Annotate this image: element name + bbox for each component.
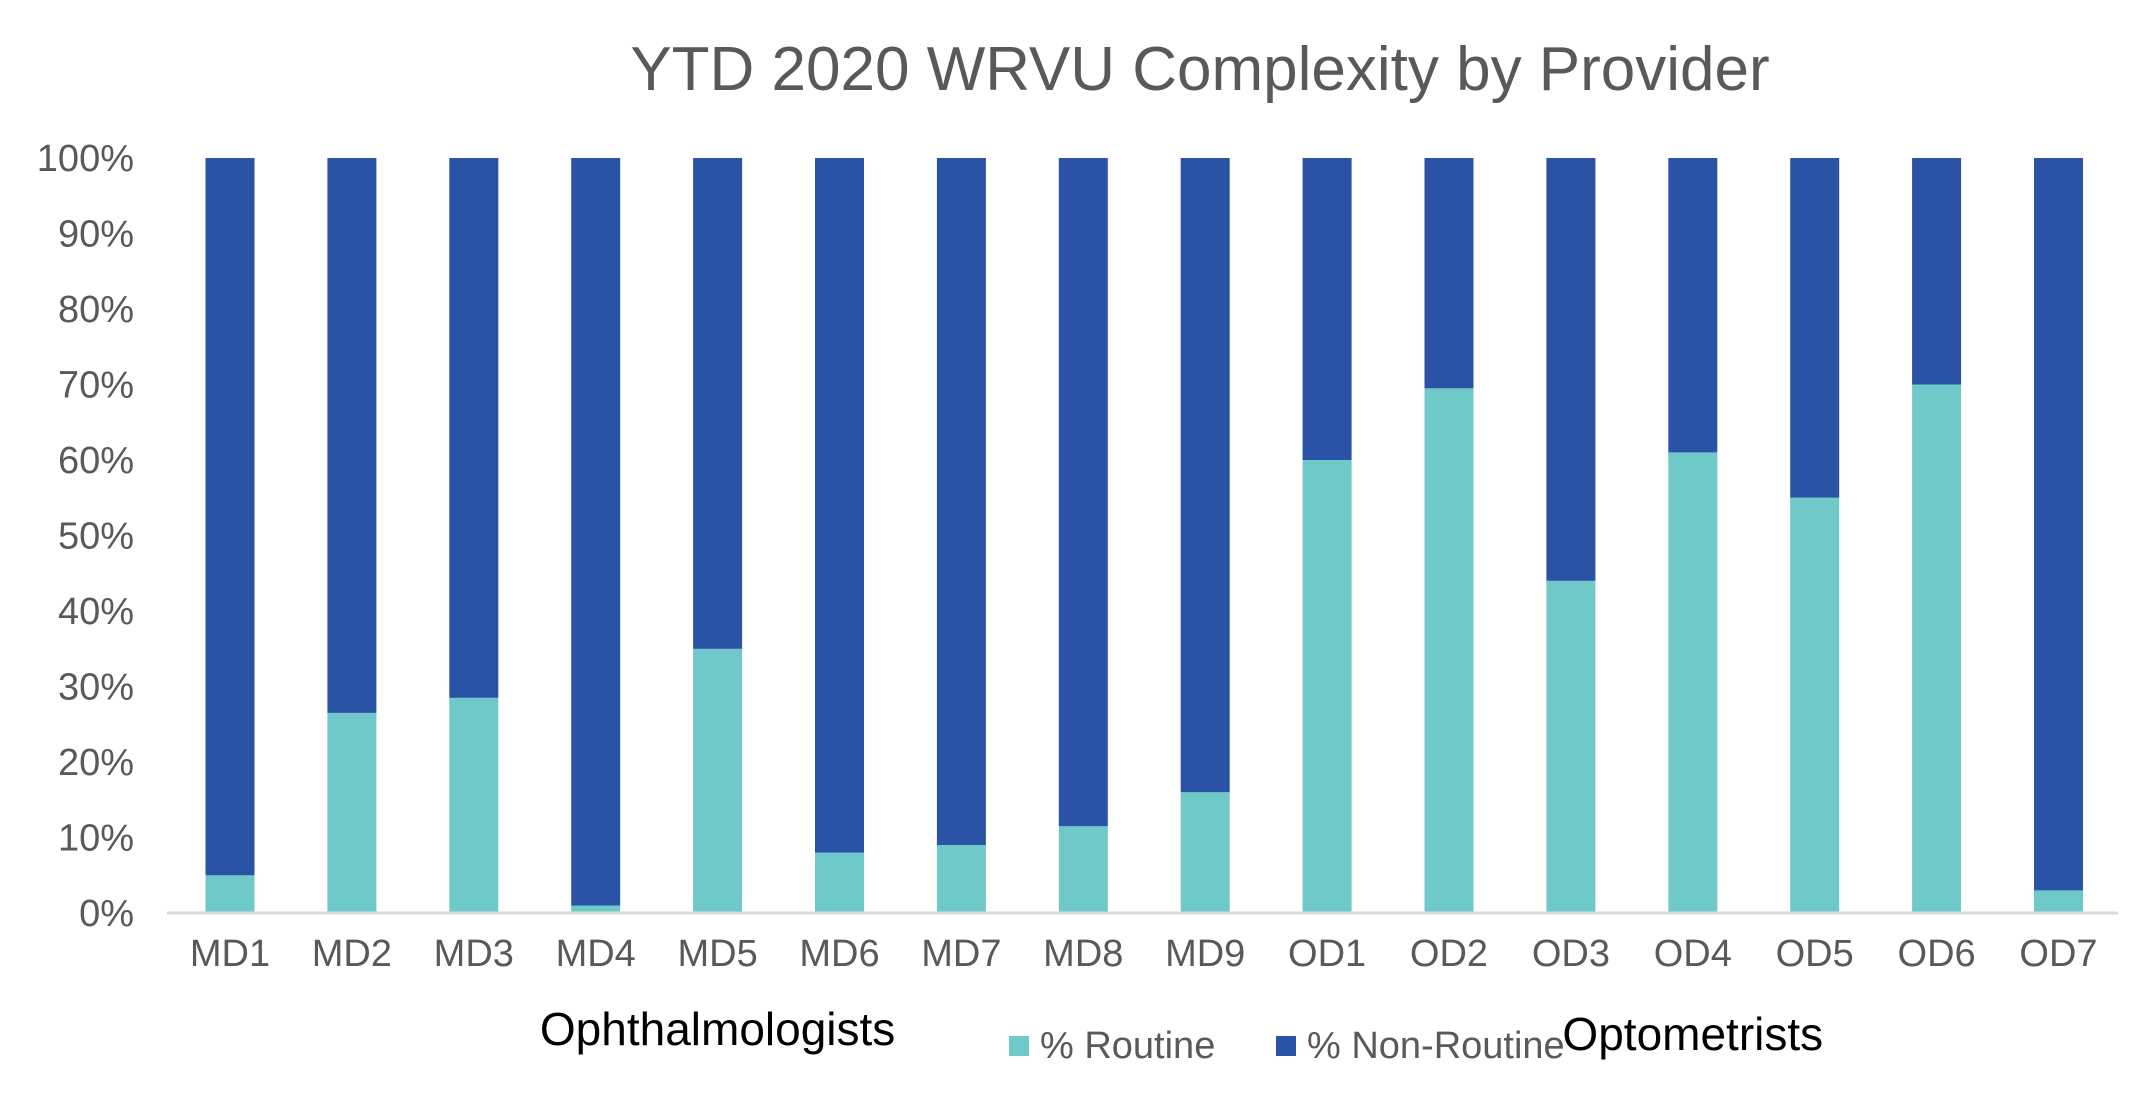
- bar-non-routine-md1: [205, 158, 255, 876]
- x-tick-label: MD2: [312, 933, 392, 975]
- legend: % Routine % Non-Routine: [1009, 1025, 1565, 1067]
- group-label: Ophthalmologists: [540, 1003, 895, 1055]
- bar-routine-md4: [571, 905, 621, 913]
- x-tick-label: MD1: [190, 933, 270, 975]
- bar-routine-od5: [1790, 497, 1840, 913]
- x-tick-label: MD6: [799, 933, 879, 975]
- bar-routine-od3: [1546, 580, 1596, 913]
- bar-routine-md7: [936, 845, 986, 913]
- bar-routine-md5: [693, 648, 743, 914]
- legend-swatch: [1276, 1036, 1296, 1056]
- bar-non-routine-od5: [1790, 158, 1840, 498]
- bar-routine-md1: [205, 875, 255, 914]
- y-tick-label: 40%: [58, 591, 134, 633]
- y-tick-label: 10%: [58, 818, 134, 860]
- bar-routine-md3: [449, 697, 499, 913]
- chart-title: YTD 2020 WRVU Complexity by Provider: [630, 35, 1769, 104]
- x-tick-label: OD6: [1898, 933, 1976, 975]
- x-tick-label: OD7: [2019, 933, 2097, 975]
- bar-non-routine-od7: [2034, 158, 2083, 891]
- bar-routine-od4: [1668, 452, 1718, 913]
- y-tick-label: 20%: [58, 742, 134, 784]
- bar-routine-od7: [2034, 890, 2083, 913]
- bar-non-routine-md4: [571, 158, 621, 906]
- bar-non-routine-od1: [1302, 158, 1352, 460]
- bar-non-routine-md6: [815, 158, 864, 853]
- bar-non-routine-md9: [1180, 158, 1230, 793]
- bar-non-routine-od6: [1912, 158, 1962, 385]
- legend-label: % Non-Routine: [1307, 1025, 1565, 1067]
- x-tick-label: MD5: [677, 933, 757, 975]
- bar-routine-od6: [1912, 384, 1962, 913]
- x-tick-label: OD4: [1654, 933, 1732, 975]
- bar-routine-md6: [815, 852, 864, 913]
- legend-label: % Routine: [1040, 1025, 1215, 1067]
- x-tick-label: MD7: [921, 933, 1001, 975]
- bar-non-routine-od2: [1424, 158, 1474, 389]
- legend-swatch: [1009, 1036, 1029, 1056]
- bar-routine-md9: [1180, 792, 1230, 913]
- y-tick-label: 100%: [37, 138, 134, 180]
- bar-routine-od2: [1424, 388, 1474, 913]
- y-tick-label: 30%: [58, 667, 134, 709]
- x-tick-label: MD3: [434, 933, 514, 975]
- bar-routine-od1: [1302, 460, 1352, 913]
- bar-routine-md8: [1058, 826, 1108, 913]
- y-tick-label: 50%: [58, 516, 134, 558]
- bar-non-routine-md5: [693, 158, 743, 649]
- bar-non-routine-md2: [327, 158, 377, 713]
- y-tick-label: 70%: [58, 365, 134, 407]
- x-tick-label: OD1: [1288, 933, 1366, 975]
- x-tick-label: OD2: [1410, 933, 1488, 975]
- bar-non-routine-od4: [1668, 158, 1718, 453]
- y-tick-label: 80%: [58, 289, 134, 331]
- x-axis-labels: MD1 MD2 MD3 MD4 MD5 MD6 MD7 MD8 MD9 OD1 OD2 OD3 OD4 O…: [190, 933, 2098, 975]
- y-tick-label: 0%: [79, 893, 134, 935]
- x-tick-label: MD8: [1043, 933, 1123, 975]
- x-tick-label: OD5: [1776, 933, 1854, 975]
- x-tick-label: MD9: [1165, 933, 1245, 975]
- bar-non-routine-md8: [1058, 158, 1108, 827]
- bars: [205, 158, 2083, 914]
- x-tick-label: OD3: [1532, 933, 1610, 975]
- bar-non-routine-md3: [449, 158, 499, 698]
- bar-non-routine-md7: [936, 158, 986, 845]
- x-tick-label: MD4: [556, 933, 636, 975]
- bar-non-routine-od3: [1546, 158, 1596, 581]
- y-axis-ticks: 0% 10% 20% 30% 40% 50% 60% 70% 80% 90% 100%: [37, 138, 134, 935]
- y-tick-label: 60%: [58, 440, 134, 482]
- group-labels: Ophthalmologists Optometrists: [540, 1003, 1823, 1060]
- bar-routine-md2: [327, 712, 377, 913]
- y-tick-label: 90%: [58, 214, 134, 256]
- group-label: Optometrists: [1562, 1008, 1823, 1060]
